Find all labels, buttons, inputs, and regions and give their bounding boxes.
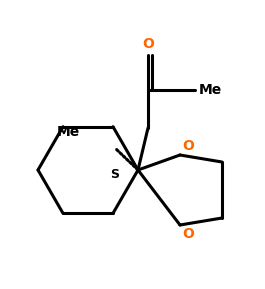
Text: Me: Me [199, 83, 222, 97]
Text: Me: Me [57, 125, 80, 139]
Text: O: O [182, 139, 194, 153]
Text: O: O [182, 227, 194, 241]
Text: S: S [111, 168, 120, 181]
Text: O: O [142, 37, 154, 51]
